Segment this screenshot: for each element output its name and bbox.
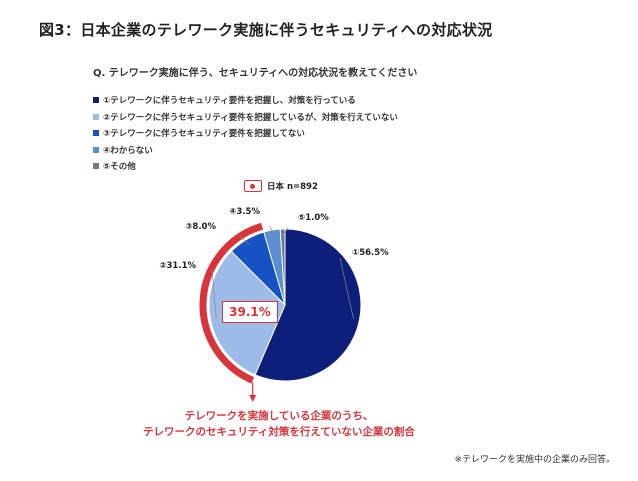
series-legend: 日本 n=892: [244, 180, 318, 192]
chart-title: 図3：日本企業のテレワーク実施に伴うセキュリティへの対応状況: [39, 21, 493, 39]
pie-slice: [279, 228, 286, 306]
legend-label: ②テレワークに伴うセキュリティ要件を把握しているが、対策を行えていない: [103, 112, 398, 123]
survey-question: Q. テレワーク実施に伴う、セキュリティへの対応状況を教えてください: [93, 68, 418, 79]
legend-label: ①テレワークに伴うセキュリティ要件を把握し、対策を行っている: [103, 96, 356, 107]
annotation: テレワークを実施している企業のうち、 テレワークのセキュリティ対策を行えていない…: [0, 408, 638, 440]
footnote: ※テレワークを実施中の企業のみ回答。: [454, 455, 615, 465]
arrow-head-icon: [249, 395, 257, 402]
legend: ①テレワークに伴うセキュリティ要件を把握し、対策を行っている ②テレワークに伴う…: [93, 92, 398, 175]
leader-line: [239, 235, 250, 246]
slice-label: ①56.5%: [352, 248, 389, 258]
legend-item: ④わからない: [93, 142, 398, 159]
series-marker-icon: [244, 180, 262, 192]
legend-swatch: [93, 146, 99, 153]
annotation-line: テレワークを実施している企業のうち、: [184, 410, 374, 422]
slice-label: ④3.5%: [229, 207, 260, 217]
legend-label: ③テレワークに伴うセキュリティ要件を把握してない: [103, 129, 305, 140]
legend-item: ②テレワークに伴うセキュリティ要件を把握しているが、対策を行えていない: [93, 109, 398, 126]
slice-label: ③8.0%: [185, 222, 216, 232]
slice-label: ⑤1.0%: [298, 213, 329, 223]
highlight-arc: [199, 222, 264, 384]
highlight-value: 39.1%: [222, 301, 278, 323]
annotation-line: テレワークのセキュリティ対策を行えていない企業の割合: [143, 426, 415, 438]
leader-line: [269, 225, 274, 237]
leader-lines: [211, 225, 354, 320]
pie-slice: [254, 228, 362, 382]
series-label: 日本 n=892: [267, 182, 318, 192]
legend-swatch: [93, 163, 99, 170]
legend-swatch: [93, 113, 99, 120]
leader-line: [282, 227, 289, 236]
highlight-arc-layer: [199, 222, 264, 402]
legend-swatch: [93, 130, 99, 137]
legend-item: ⑤その他: [93, 158, 398, 175]
slice-label: ②31.1%: [159, 261, 196, 271]
legend-label: ⑤その他: [103, 162, 136, 173]
legend-label: ④わからない: [103, 145, 153, 156]
legend-swatch: [93, 97, 99, 104]
leader-line: [211, 269, 217, 319]
slice-labels: ①56.5% ②31.1% ③8.0% ④3.5% ⑤1.0%: [159, 207, 389, 271]
legend-item: ③テレワークに伴うセキュリティ要件を把握してない: [93, 125, 398, 142]
legend-item: ①テレワークに伴うセキュリティ要件を把握し、対策を行っている: [93, 92, 398, 109]
leader-line: [339, 257, 354, 320]
